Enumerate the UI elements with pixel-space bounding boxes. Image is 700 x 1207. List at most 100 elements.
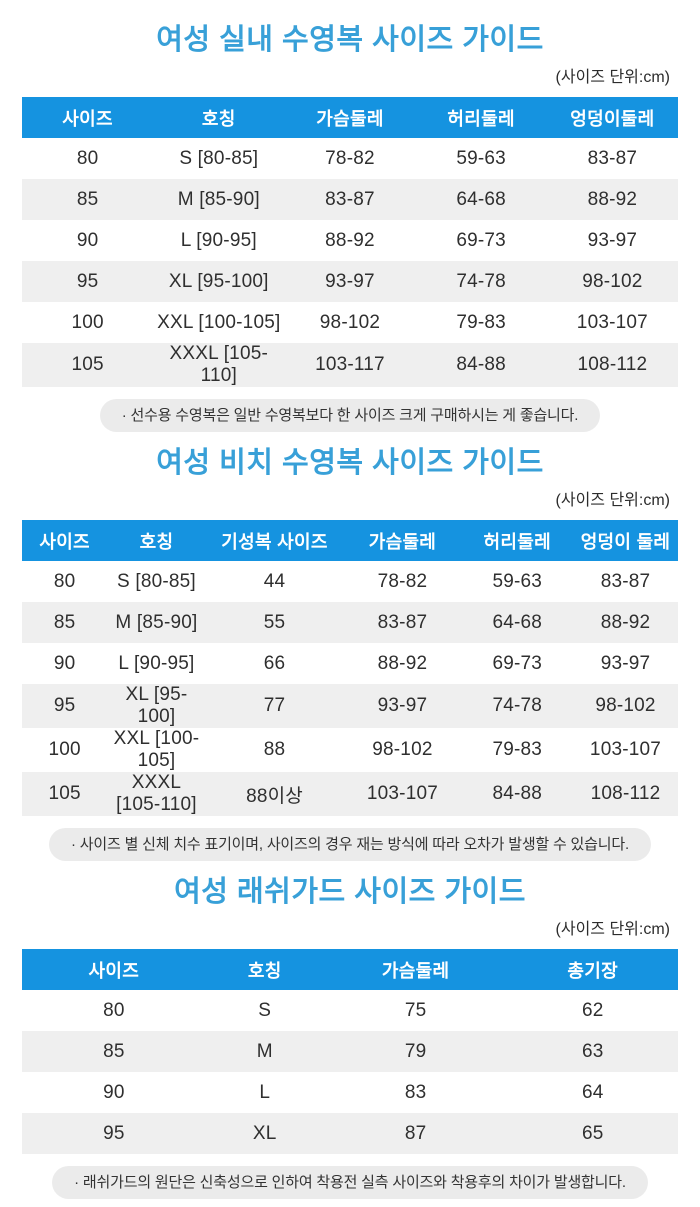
column-header: 가슴둘레 bbox=[323, 949, 508, 990]
table-row: 80 S 75 62 bbox=[22, 990, 678, 1031]
table-cell: 83-87 bbox=[600, 570, 651, 592]
table-header-row: 사이즈 호칭 가슴둘레 허리둘레 엉덩이둘레 bbox=[22, 97, 678, 138]
table-cell: 79 bbox=[404, 1040, 427, 1062]
column-header: 사이즈 bbox=[22, 97, 154, 138]
size-table-rashguard: 사이즈 호칭 가슴둘레 총기장 80 S 75 62 85 M 79 63 90 L 83 64 95 XL 87 6… bbox=[22, 949, 678, 1154]
table-cell: 74-78 bbox=[456, 270, 506, 292]
table-cell: XL [95-100] bbox=[125, 684, 188, 727]
table-cell: 63 bbox=[581, 1040, 604, 1062]
table-row: 105 XXXL [105-110] 103-117 84-88 108-112 bbox=[22, 343, 678, 387]
note-row: · 선수용 수영복은 일반 수영복보다 한 사이즈 크게 구매하시는 게 좋습니… bbox=[22, 399, 678, 432]
table-cell: 88 bbox=[263, 739, 286, 760]
table-cell: 93-97 bbox=[600, 652, 651, 674]
unit-label: (사이즈 단위:cm) bbox=[555, 69, 670, 86]
table-cell: 83 bbox=[404, 1081, 427, 1103]
section-title-rashguard: 여성 래쉬가드 사이즈 가이드 bbox=[174, 876, 526, 908]
table-cell: 84-88 bbox=[492, 783, 543, 804]
table-cell: 78-82 bbox=[377, 570, 428, 592]
note-pill: · 선수용 수영복은 일반 수영복보다 한 사이즈 크게 구매하시는 게 좋습니… bbox=[99, 399, 601, 432]
table-cell: 83-87 bbox=[377, 611, 428, 633]
table-cell: 108-112 bbox=[577, 354, 648, 375]
table-cell: 62 bbox=[581, 999, 604, 1021]
table-cell: 100 bbox=[48, 739, 81, 760]
column-header: 호칭 bbox=[205, 949, 324, 990]
table-cell: XXL [100-105] bbox=[113, 728, 200, 771]
table-row: 90 L [90-95] 66 88-92 69-73 93-97 bbox=[22, 643, 678, 684]
table-cell: L [90-95] bbox=[180, 229, 257, 251]
table-cell: 105 bbox=[71, 354, 104, 375]
size-table-beach: 사이즈 호칭 기성복 사이즈 가슴둘레 허리둘레 엉덩이 둘레 80 S [80-85] 44 7… bbox=[22, 520, 678, 816]
table-cell: S [80-85] bbox=[117, 570, 196, 592]
table-cell: M bbox=[256, 1040, 273, 1062]
table-cell: 98-102 bbox=[319, 311, 381, 333]
table-cell: XXL [100-105] bbox=[157, 311, 281, 333]
note-pill: · 래쉬가드의 원단은 신축성으로 인하여 착용전 실측 사이즈와 착용후의 차… bbox=[52, 1166, 648, 1199]
table-cell: L bbox=[259, 1081, 271, 1103]
note-row: · 사이즈 별 신체 치수 표기이며, 사이즈의 경우 재는 방식에 따라 오차… bbox=[22, 828, 678, 861]
table-cell: 80 bbox=[76, 147, 99, 169]
table-cell: 77 bbox=[263, 695, 286, 716]
unit-label: (사이즈 단위:cm) bbox=[555, 492, 670, 509]
table-row: 85 M [85-90] 83-87 64-68 88-92 bbox=[22, 179, 678, 220]
column-header: 엉덩이 둘레 bbox=[573, 520, 678, 561]
table-header-row: 사이즈 호칭 기성복 사이즈 가슴둘레 허리둘레 엉덩이 둘레 bbox=[22, 520, 678, 561]
table-cell: 100 bbox=[71, 311, 104, 333]
table-row: 90 L [90-95] 88-92 69-73 93-97 bbox=[22, 220, 678, 261]
column-header: 엉덩이둘레 bbox=[546, 97, 678, 138]
table-cell: 95 bbox=[76, 270, 99, 292]
table-cell: 105 bbox=[48, 783, 81, 804]
table-cell: XXXL [105-110] bbox=[116, 772, 197, 815]
table-cell: 59-63 bbox=[492, 570, 543, 592]
column-header: 호칭 bbox=[153, 97, 285, 138]
column-header: 기성복 사이즈 bbox=[205, 520, 344, 561]
column-header: 사이즈 bbox=[22, 520, 108, 561]
table-cell: 88-92 bbox=[587, 188, 638, 210]
table-cell: 103-117 bbox=[315, 354, 385, 375]
table-cell: 59-63 bbox=[456, 147, 506, 169]
table-cell: 88-92 bbox=[600, 611, 651, 633]
table-cell: 88-92 bbox=[325, 229, 375, 251]
table-row: 105 XXXL [105-110] 88이상 103-107 84-88 108-112 bbox=[22, 772, 678, 816]
table-cell: 103-107 bbox=[366, 783, 439, 804]
table-cell: 44 bbox=[263, 570, 286, 592]
table-cell: M [85-90] bbox=[115, 611, 198, 633]
table-cell: S bbox=[258, 999, 272, 1021]
table-cell: 95 bbox=[103, 1122, 125, 1144]
table-cell: 90 bbox=[76, 229, 99, 251]
table-header-row: 사이즈 호칭 가슴둘레 총기장 bbox=[22, 949, 678, 990]
table-cell: 74-78 bbox=[492, 695, 543, 716]
table-cell: 85 bbox=[76, 188, 99, 210]
table-row: 80 S [80-85] 78-82 59-63 83-87 bbox=[22, 138, 678, 179]
table-cell: 98-102 bbox=[595, 695, 656, 716]
table-cell: 83-87 bbox=[587, 147, 638, 169]
table-row: 85 M 79 63 bbox=[22, 1031, 678, 1072]
table-cell: 93-97 bbox=[377, 695, 428, 716]
table-cell: 55 bbox=[263, 611, 286, 633]
table-cell: 88-92 bbox=[377, 652, 428, 674]
table-cell: 93-97 bbox=[325, 270, 375, 292]
column-header: 총기장 bbox=[507, 949, 678, 990]
section-title-beach: 여성 비치 수영복 사이즈 가이드 bbox=[156, 447, 544, 479]
table-cell: L [90-95] bbox=[118, 652, 195, 674]
table-row: 85 M [85-90] 55 83-87 64-68 88-92 bbox=[22, 602, 678, 643]
table-cell: 90 bbox=[53, 652, 76, 674]
section-beach-swimsuit: 여성 비치 수영복 사이즈 가이드 (사이즈 단위:cm) 사이즈 호칭 기성복 사… bbox=[22, 447, 678, 861]
table-cell: 93-97 bbox=[587, 229, 638, 251]
table-cell: S [80-85] bbox=[179, 147, 259, 169]
table-row: 90 L 83 64 bbox=[22, 1072, 678, 1113]
table-cell: 80 bbox=[53, 570, 76, 592]
table-row: 95 XL [95-100] 77 93-97 74-78 98-102 bbox=[22, 684, 678, 728]
table-row: 95 XL 87 65 bbox=[22, 1113, 678, 1154]
table-cell: 79-83 bbox=[492, 739, 543, 760]
table-cell: 79-83 bbox=[456, 311, 506, 333]
table-cell: 80 bbox=[103, 999, 125, 1021]
section-indoor-swimsuit: 여성 실내 수영복 사이즈 가이드 (사이즈 단위:cm) 사이즈 호칭 가슴둘레 허… bbox=[22, 24, 678, 432]
column-header: 허리둘레 bbox=[415, 97, 547, 138]
table-cell: 69-73 bbox=[456, 229, 506, 251]
unit-label: (사이즈 단위:cm) bbox=[555, 921, 670, 938]
table-cell: 66 bbox=[263, 652, 286, 674]
note-row: · 래쉬가드의 원단은 신축성으로 인하여 착용전 실측 사이즈와 착용후의 차… bbox=[22, 1166, 678, 1199]
table-cell: 78-82 bbox=[325, 147, 375, 169]
table-cell: 87 bbox=[404, 1122, 427, 1144]
table-cell: 64 bbox=[581, 1081, 604, 1103]
